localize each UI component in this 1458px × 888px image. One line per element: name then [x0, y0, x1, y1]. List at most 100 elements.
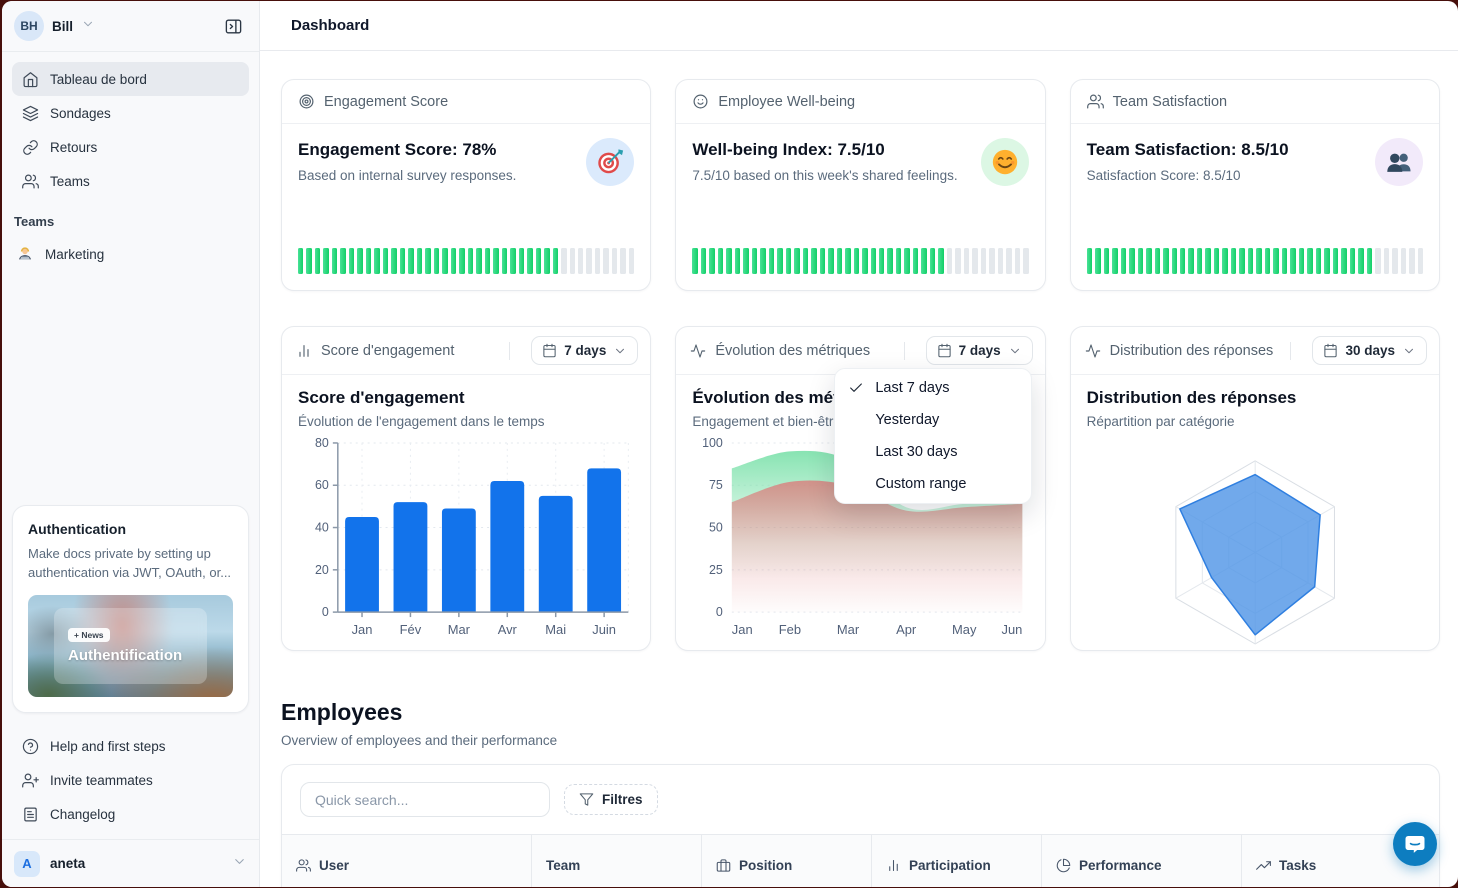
stat-cards-row: Engagement Score Engagement Score: 78% B… [281, 79, 1440, 291]
chevron-down-icon [81, 17, 95, 36]
engagement-score-card: Engagement Score Engagement Score: 78% B… [281, 79, 652, 291]
well-being-gauge [692, 248, 1029, 274]
svg-text:Mai: Mai [545, 622, 566, 637]
column-header-user[interactable]: User [282, 835, 532, 887]
range-selector-button[interactable]: 30 days [1312, 336, 1427, 365]
menu-item-last-30-days[interactable]: Last 30 days [875, 444, 958, 460]
column-header-participation[interactable]: Participation [872, 835, 1042, 887]
search-input[interactable] [300, 782, 550, 817]
main-area: Dashboard Engagement Score Engagement Sc… [260, 1, 1458, 887]
card-header-label: Score d'engagement [321, 342, 455, 359]
svg-text:Mar: Mar [448, 622, 471, 637]
team-label: Marketing [45, 246, 105, 262]
metrics-area-chart: 0 25 50 75 100 Jan Feb Mar Apr May Jun [692, 435, 1028, 646]
sidebar-item-invite[interactable]: Invite teammates [12, 763, 249, 797]
sidebar-item-label: Tableau de bord [50, 71, 147, 87]
filters-button[interactable]: Filtres [564, 784, 658, 815]
technologist-emoji [16, 244, 34, 265]
employees-table-card: Filtres UserTeamPositionParticipationPer… [281, 764, 1440, 887]
range-selector-button[interactable]: 7 days [531, 336, 639, 365]
chart-cards-row: Score d'engagement 7 days Score d'engage… [281, 326, 1440, 651]
users-icon [22, 173, 39, 190]
sidebar-item-help[interactable]: Help and first steps [12, 729, 249, 763]
workspace-switcher[interactable]: A aneta [2, 839, 259, 887]
employees-title: Employees [281, 699, 403, 725]
satisfaction-gauge [1086, 248, 1424, 274]
user-plus-icon [22, 772, 39, 789]
link-icon [22, 139, 39, 156]
card-header-label: Employee Well-being [718, 93, 856, 110]
stat-title: Well-being Index: 7.5/10 [692, 140, 885, 159]
well-being-card: Employee Well-being Well-being Index: 7.… [675, 79, 1046, 291]
sidebar-item-teams[interactable]: Teams [12, 164, 249, 198]
column-header-performance[interactable]: Performance [1042, 835, 1242, 887]
engagement-bar-chart: 0 20 40 60 80 Jan Fév Mar Avr Mai Juin [298, 435, 634, 646]
range-dropdown-menu: Last 7 days Yesterday Last 30 days Custom r… [834, 368, 1033, 504]
stat-subtitle: Satisfaction Score: 8.5/10 [1086, 168, 1241, 183]
user-name[interactable]: Bill [52, 18, 74, 34]
sidebar-item-surveys[interactable]: Sondages [12, 96, 249, 130]
sidebar-item-label: Sondages [50, 105, 111, 121]
svg-text:Jan: Jan [352, 622, 373, 637]
sidebar-team-marketing[interactable]: Marketing [2, 237, 259, 271]
filters-label: Filtres [602, 792, 643, 807]
column-header-tasks[interactable]: Tasks [1242, 835, 1439, 887]
workspace-avatar: A [14, 850, 40, 877]
svg-text:Jan: Jan [732, 622, 753, 637]
svg-text:Avr: Avr [498, 622, 518, 637]
divider [509, 341, 511, 360]
news-badge: + News [68, 628, 110, 642]
column-header-team[interactable]: Team [532, 835, 702, 887]
divider [2, 51, 259, 52]
auth-promo-description: Make docs private by setting up authenti… [28, 546, 232, 581]
chevron-down-icon [1008, 344, 1022, 358]
response-radar-chart [1087, 435, 1423, 669]
busts-emoji [1375, 138, 1423, 186]
smile-icon [692, 93, 709, 110]
range-selector-button[interactable]: 7 days [925, 336, 1033, 365]
activity-icon [1085, 343, 1101, 359]
svg-text:Fév: Fév [400, 622, 422, 637]
employees-subtitle: Overview of employees and their performa… [281, 733, 558, 748]
employees-section: Employees Overview of employees and thei… [281, 699, 1440, 748]
auth-promo-image[interactable]: + News Authentification [28, 595, 233, 697]
card-header-label: Distribution des réponses [1109, 342, 1274, 359]
svg-text:50: 50 [709, 521, 723, 535]
chart-title: Distribution des réponses [1086, 388, 1297, 407]
menu-item-yesterday[interactable]: Yesterday [875, 412, 940, 428]
svg-text:0: 0 [322, 605, 329, 619]
collapse-sidebar-button[interactable] [219, 12, 247, 40]
menu-item-custom-range[interactable]: Custom range [875, 476, 967, 492]
sidebar-item-label: Changelog [50, 806, 116, 822]
table-toolbar: Filtres [282, 765, 1439, 834]
column-header-position[interactable]: Position [702, 835, 872, 887]
calendar-icon [937, 343, 952, 358]
teams-section-label: Teams [14, 214, 55, 229]
auth-promo-title: Authentication [28, 521, 126, 538]
svg-text:Feb: Feb [779, 622, 801, 637]
workspace-name: aneta [50, 856, 86, 871]
menu-item-last-7-days[interactable]: Last 7 days [835, 372, 1031, 404]
svg-text:Juin: Juin [592, 622, 616, 637]
bar-chart-icon [296, 343, 312, 359]
user-avatar[interactable]: BH [14, 11, 44, 41]
sidebar-item-label: Help and first steps [50, 738, 166, 754]
auth-promo-caption: Authentification [68, 647, 183, 664]
calendar-icon [1323, 343, 1338, 358]
svg-text:100: 100 [702, 436, 723, 450]
chart-subtitle: Engagement et bien-être [692, 414, 841, 429]
briefcase-icon [716, 858, 731, 873]
target-emoji [586, 138, 635, 186]
help-icon [22, 738, 39, 755]
sidebar-item-feedback[interactable]: Retours [12, 130, 249, 164]
engagement-gauge [298, 248, 635, 274]
sidebar-item-changelog[interactable]: Changelog [12, 797, 249, 831]
calendar-icon [542, 343, 557, 358]
team-satisfaction-card: Team Satisfaction Team Satisfaction: 8.5… [1069, 79, 1440, 291]
content: Engagement Score Engagement Score: 78% B… [260, 51, 1458, 887]
sidebar-item-dashboard[interactable]: Tableau de bord [12, 62, 249, 96]
chat-bubble-button[interactable] [1393, 822, 1437, 866]
auth-promo-card[interactable]: Authentication Make docs private by sett… [12, 505, 249, 713]
chat-icon [1405, 836, 1425, 853]
